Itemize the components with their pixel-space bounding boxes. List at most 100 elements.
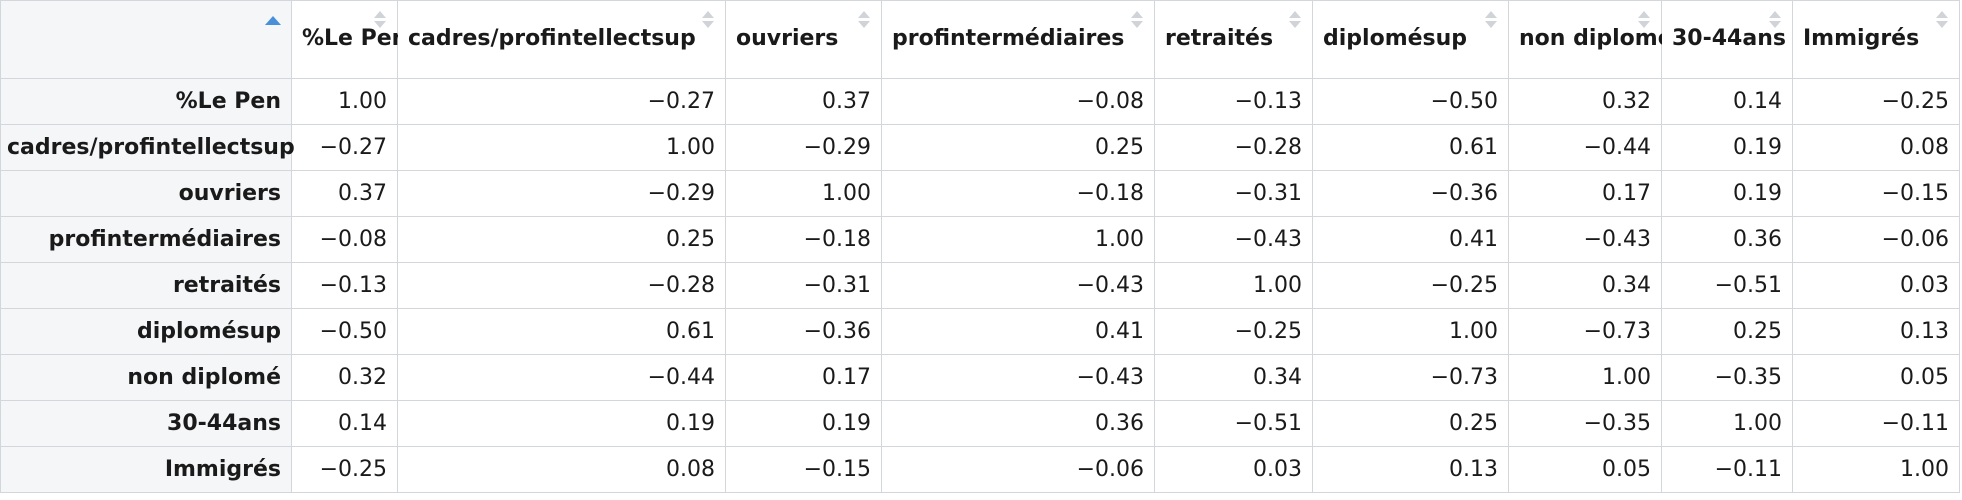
table-cell: −0.08: [291, 216, 398, 263]
table-cell: 0.25: [1661, 308, 1793, 355]
table-cell: −0.11: [1792, 400, 1960, 447]
table-cell: −0.44: [1508, 124, 1662, 171]
table-cell: 1.00: [1661, 400, 1793, 447]
table-cell: 0.19: [1661, 124, 1793, 171]
column-header[interactable]: %Le Pen: [291, 0, 407, 79]
row-header: Immigrés: [0, 446, 292, 493]
table-row: Immigrés −0.25 0.08 −0.15 −0.06 0.03 0.13 0.05−…: [0, 446, 1960, 493]
table-cell: −0.27: [291, 124, 398, 171]
table-cell: −0.29: [725, 124, 882, 171]
table-cell: 0.13: [1792, 308, 1960, 355]
table-cell: 0.25: [397, 216, 726, 263]
column-header[interactable]: cadres/profintellectsup: [397, 0, 726, 79]
sort-icon[interactable]: [1288, 11, 1302, 33]
table-cell: 0.32: [1508, 78, 1662, 125]
row-header: 30-44ans: [0, 400, 292, 447]
row-header: cadres/profintellectsup: [0, 124, 295, 171]
table-cell: −0.15: [1792, 170, 1960, 217]
column-header-label: 30-44ans: [1672, 26, 1786, 52]
column-header-label: ouvriers: [736, 26, 839, 52]
sort-ascending-icon[interactable]: [265, 16, 281, 25]
table-cell: 0.25: [1312, 400, 1509, 447]
sort-icon[interactable]: [1935, 11, 1949, 33]
table-cell: −0.25: [291, 446, 398, 493]
table-cell: 0.25: [881, 124, 1155, 171]
table-cell: 0.08: [397, 446, 726, 493]
table-cell: −0.13: [1154, 78, 1313, 125]
table-cell: −0.44: [397, 354, 726, 401]
column-header[interactable]: Immigrés: [1792, 0, 1960, 79]
sort-icon[interactable]: [1637, 11, 1651, 33]
table-cell: −0.43: [1508, 216, 1662, 263]
column-header[interactable]: ouvriers: [725, 0, 882, 79]
table-cell: −0.06: [1792, 216, 1960, 263]
table-cell: −0.31: [725, 262, 882, 309]
table-cell: 0.36: [1661, 216, 1793, 263]
table-cell: 0.19: [725, 400, 882, 447]
table-cell: −0.73: [1508, 308, 1662, 355]
table-cell: −0.43: [1154, 216, 1313, 263]
table-cell: 0.37: [291, 170, 398, 217]
table-row: retraités −0.13 −0.28 −0.31 −0.43 1.00 −0.25 0.…: [0, 262, 1960, 309]
table-cell: −0.43: [881, 262, 1155, 309]
table-cell: 0.05: [1792, 354, 1960, 401]
table-cell: −0.18: [881, 170, 1155, 217]
table-cell: 0.17: [1508, 170, 1662, 217]
row-header: diplomésup: [0, 308, 292, 355]
table-cell: −0.36: [725, 308, 882, 355]
table-row: 30-44ans 0.14 0.19 0.19 0.36 −0.51 0.25 −0.35 1.…: [0, 400, 1960, 447]
table-cell: −0.11: [1661, 446, 1793, 493]
sort-icon[interactable]: [373, 11, 387, 33]
table-cell: 1.00: [1792, 446, 1960, 493]
table-cell: −0.25: [1312, 262, 1509, 309]
column-header[interactable]: profintermédiaires: [881, 0, 1155, 79]
table-cell: 0.17: [725, 354, 882, 401]
table-cell: 0.32: [291, 354, 398, 401]
sort-icon[interactable]: [701, 11, 715, 33]
table-cell: −0.25: [1154, 308, 1313, 355]
table-cell: −0.28: [397, 262, 726, 309]
column-header-label: Immigrés: [1803, 26, 1920, 52]
row-header: retraités: [0, 262, 292, 309]
corner-header[interactable]: [0, 0, 292, 79]
table-cell: 0.03: [1154, 446, 1313, 493]
column-header-label: cadres/profintellectsup: [408, 26, 696, 52]
column-header-label: profintermédiaires: [892, 26, 1125, 52]
table-cell: −0.08: [881, 78, 1155, 125]
table-cell: −0.27: [397, 78, 726, 125]
table-cell: 0.08: [1792, 124, 1960, 171]
table-cell: 0.34: [1508, 262, 1662, 309]
table-cell: 1.00: [1154, 262, 1313, 309]
table-cell: 1.00: [291, 78, 398, 125]
column-header[interactable]: 30-44ans: [1661, 0, 1793, 79]
table-cell: −0.15: [725, 446, 882, 493]
sort-icon[interactable]: [857, 11, 871, 33]
table-cell: −0.35: [1508, 400, 1662, 447]
table-cell: −0.36: [1312, 170, 1509, 217]
table-cell: −0.35: [1661, 354, 1793, 401]
row-header: ouvriers: [0, 170, 292, 217]
column-header[interactable]: non diplomé: [1508, 0, 1673, 79]
column-header[interactable]: retraités: [1154, 0, 1313, 79]
sort-icon[interactable]: [1768, 11, 1782, 33]
table-cell: −0.43: [881, 354, 1155, 401]
table-row: diplomésup −0.50 0.61 −0.36 0.41 −0.25 1.00 −0.…: [0, 308, 1960, 355]
row-header: profintermédiaires: [0, 216, 292, 263]
table-cell: −0.51: [1154, 400, 1313, 447]
sort-icon[interactable]: [1484, 11, 1498, 33]
table-cell: 0.19: [1661, 170, 1793, 217]
column-header[interactable]: diplomésup: [1312, 0, 1509, 79]
sort-icon[interactable]: [1130, 11, 1144, 33]
table-cell: 0.05: [1508, 446, 1662, 493]
column-header-label: retraités: [1165, 26, 1274, 52]
table-cell: −0.29: [397, 170, 726, 217]
table-row: %Le Pen 1.00 −0.27 0.37 −0.08 −0.13 −0.50 0.32 0…: [0, 78, 1960, 125]
table-cell: −0.18: [725, 216, 882, 263]
table-cell: 0.14: [291, 400, 398, 447]
table-cell: 0.14: [1661, 78, 1793, 125]
column-header-label: diplomésup: [1323, 26, 1468, 52]
table-cell: 1.00: [881, 216, 1155, 263]
table-cell: −0.51: [1661, 262, 1793, 309]
table-cell: 1.00: [397, 124, 726, 171]
